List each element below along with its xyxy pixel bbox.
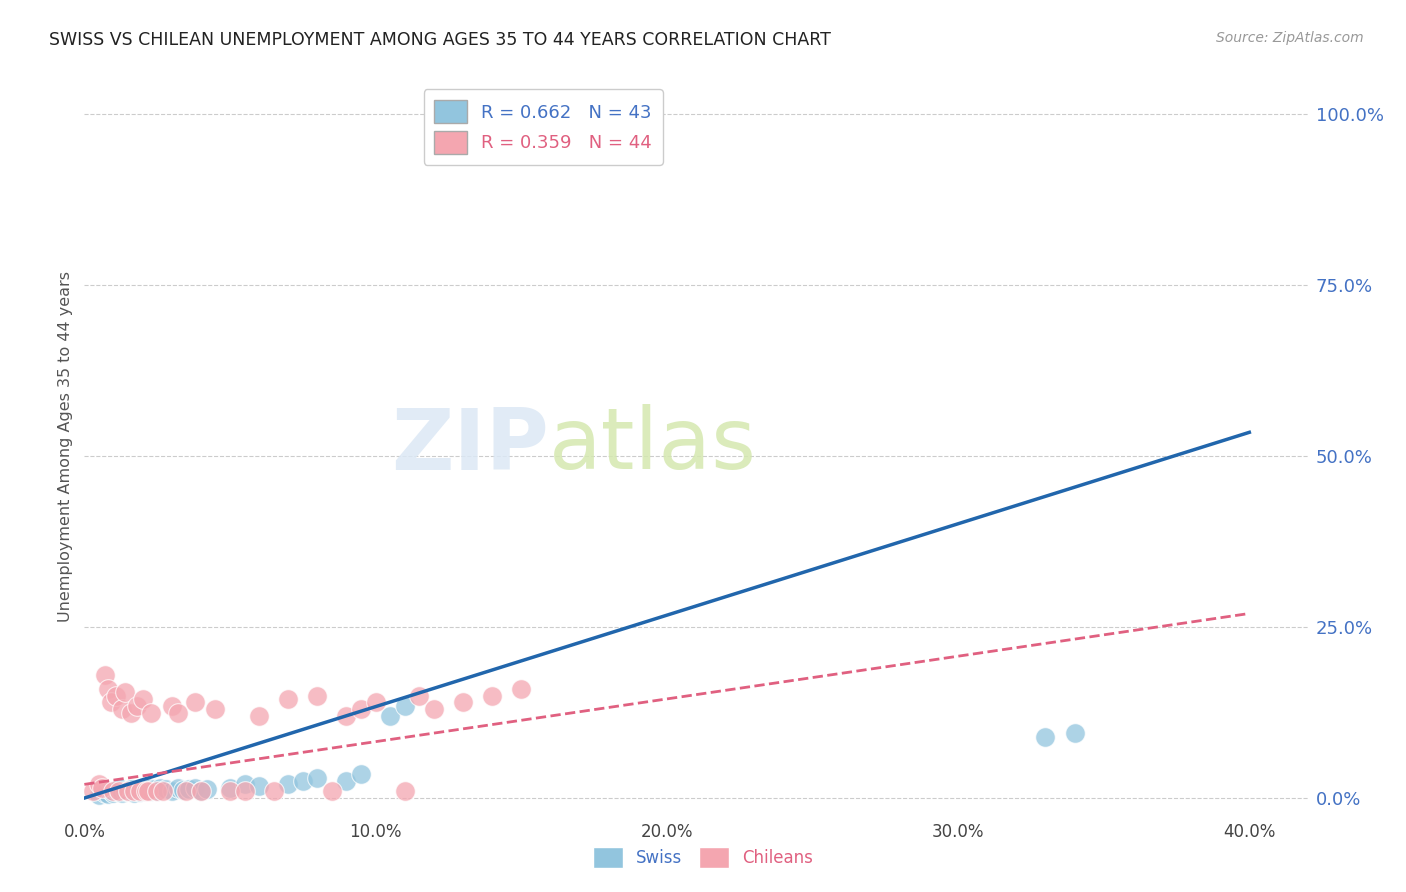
Point — [219, 784, 242, 798]
Point — [307, 771, 329, 785]
Point — [247, 709, 270, 723]
Point — [117, 784, 139, 798]
Point — [155, 782, 177, 797]
Point — [408, 689, 430, 703]
Point — [125, 782, 148, 797]
Point — [135, 784, 157, 798]
Point — [195, 782, 218, 797]
Point — [82, 784, 104, 798]
Point — [380, 709, 402, 723]
Point — [307, 689, 329, 703]
Point — [394, 698, 416, 713]
Point — [108, 785, 131, 799]
Point — [93, 786, 117, 800]
Point — [87, 788, 110, 802]
Point — [146, 783, 169, 797]
Y-axis label: Unemployment Among Ages 35 to 44 years: Unemployment Among Ages 35 to 44 years — [58, 270, 73, 622]
Point — [128, 784, 150, 798]
Point — [321, 784, 343, 798]
Point — [510, 681, 533, 696]
Point — [138, 781, 160, 796]
Point — [138, 784, 160, 798]
Point — [166, 706, 188, 720]
Point — [184, 695, 207, 709]
Point — [247, 779, 270, 793]
Point — [335, 709, 357, 723]
Point — [277, 692, 299, 706]
Point — [131, 784, 153, 798]
Point — [160, 698, 183, 713]
Point — [291, 774, 314, 789]
Point — [190, 784, 212, 798]
Point — [141, 706, 163, 720]
Point — [135, 782, 157, 797]
Point — [103, 784, 125, 798]
Point — [100, 784, 122, 798]
Point — [122, 786, 145, 800]
Point — [117, 784, 139, 798]
Point — [93, 668, 117, 682]
Point — [105, 689, 128, 703]
Point — [263, 784, 285, 798]
Point — [451, 695, 474, 709]
Point — [105, 782, 128, 797]
Point — [141, 784, 163, 798]
Point — [481, 689, 503, 703]
Point — [114, 685, 136, 699]
Legend: R = 0.662   N = 43, R = 0.359   N = 44: R = 0.662 N = 43, R = 0.359 N = 44 — [423, 89, 664, 165]
Point — [103, 786, 125, 800]
Point — [335, 774, 357, 789]
Point — [394, 784, 416, 798]
Point — [233, 777, 256, 791]
Point — [190, 784, 212, 798]
Point — [97, 681, 120, 696]
Point — [160, 784, 183, 798]
Point — [219, 780, 242, 795]
Point — [114, 783, 136, 797]
Text: ZIP: ZIP — [391, 404, 550, 488]
Point — [277, 777, 299, 791]
Point — [111, 786, 134, 800]
Point — [108, 780, 131, 795]
Point — [120, 706, 142, 720]
Point — [1035, 730, 1057, 744]
Point — [233, 784, 256, 798]
Point — [1063, 726, 1085, 740]
Point — [172, 782, 194, 797]
Point — [176, 784, 198, 798]
Point — [108, 784, 131, 798]
Text: SWISS VS CHILEAN UNEMPLOYMENT AMONG AGES 35 TO 44 YEARS CORRELATION CHART: SWISS VS CHILEAN UNEMPLOYMENT AMONG AGES… — [49, 31, 831, 49]
Point — [111, 702, 134, 716]
Text: Source: ZipAtlas.com: Source: ZipAtlas.com — [1216, 31, 1364, 45]
Point — [87, 777, 110, 791]
Point — [131, 692, 153, 706]
Legend: Swiss, Chileans: Swiss, Chileans — [586, 840, 820, 875]
Point — [166, 780, 188, 795]
Point — [125, 698, 148, 713]
Point — [350, 702, 373, 716]
Point — [128, 785, 150, 799]
Point — [350, 767, 373, 781]
Point — [152, 784, 174, 798]
Point — [146, 784, 169, 798]
Point — [143, 782, 166, 797]
Point — [184, 780, 207, 795]
Point — [204, 702, 226, 716]
Point — [100, 695, 122, 709]
Point — [90, 780, 112, 795]
Point — [97, 787, 120, 801]
Point — [423, 702, 446, 716]
Point — [120, 782, 142, 797]
Text: atlas: atlas — [550, 404, 758, 488]
Point — [179, 782, 201, 797]
Point — [122, 784, 145, 798]
Point — [149, 780, 172, 795]
Point — [364, 695, 387, 709]
